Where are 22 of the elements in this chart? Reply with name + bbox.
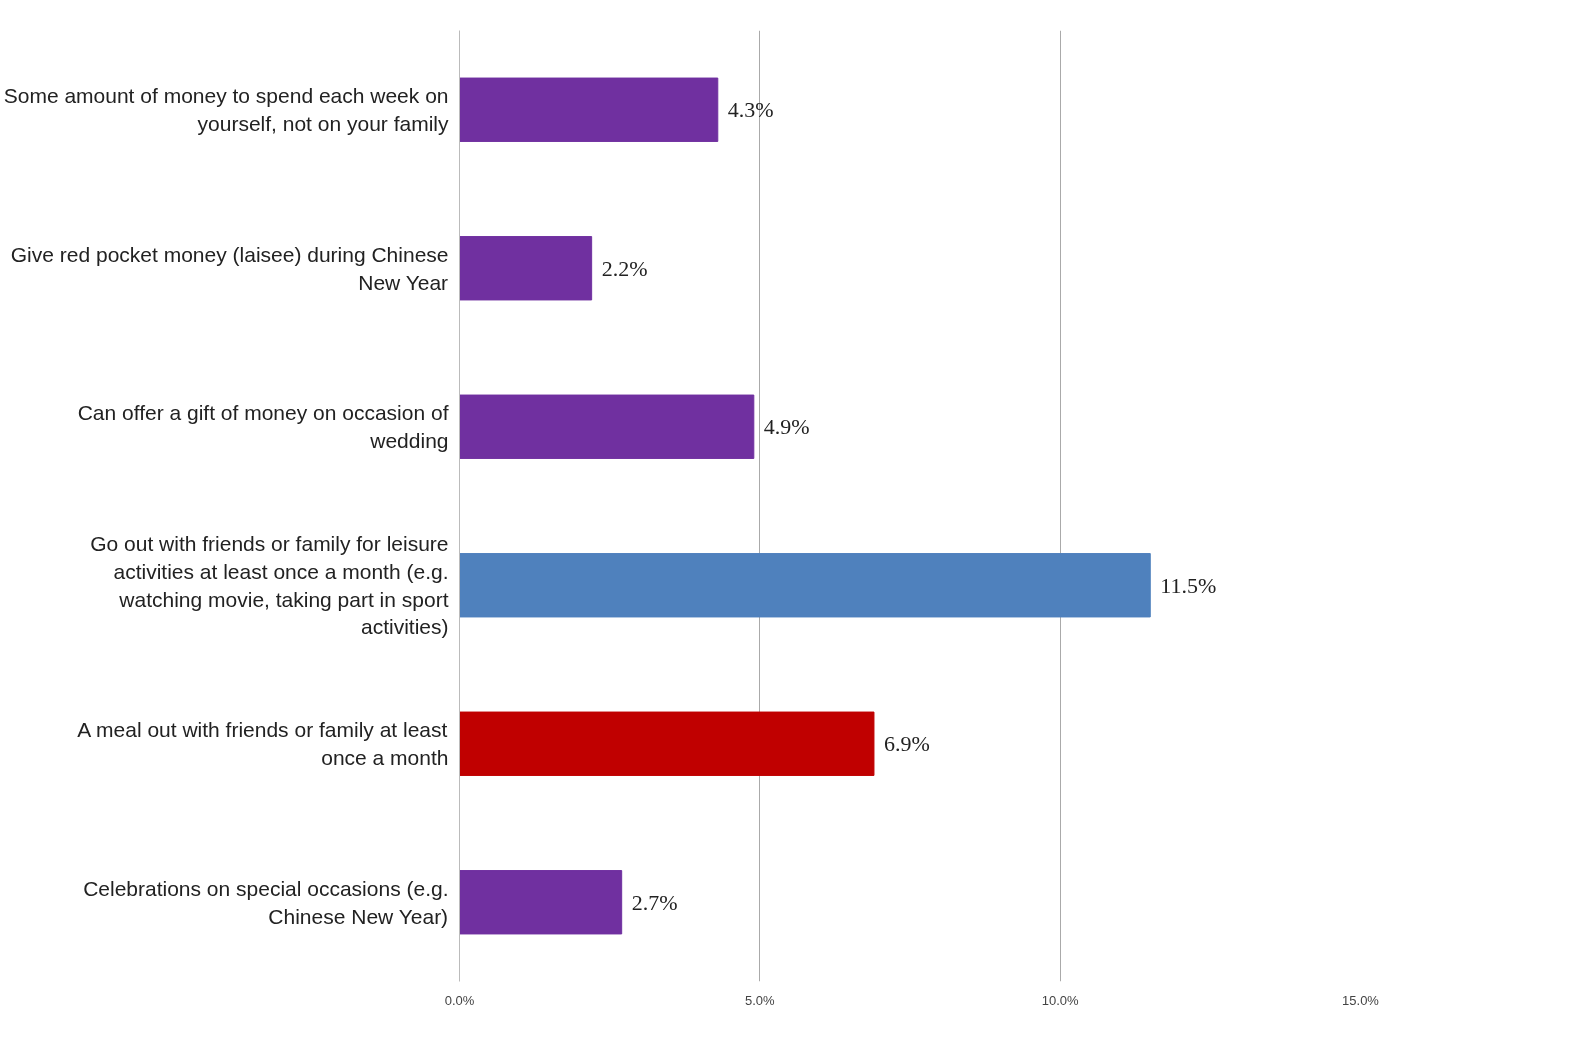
y-tick-label: Celebrations on special occasions (e.g. Chinese New Year)	[83, 876, 449, 928]
x-tick-label: 0.0%	[444, 992, 475, 1008]
bar	[459, 711, 875, 776]
x-tick-label: 15.0%	[1342, 992, 1380, 1008]
data-label: 6.9%	[883, 731, 930, 757]
y-tick-label: Some amount of money to spend each week on yourself, not on your family	[3, 84, 449, 136]
y-tick-label: A meal out with friends or family at least once a month	[77, 718, 449, 770]
data-label: 4.9%	[763, 414, 810, 440]
data-label: 2.2%	[601, 255, 648, 281]
data-label: 11.5%	[1160, 572, 1217, 598]
data-label: 4.3%	[727, 97, 774, 123]
y-tick-label: Go out with friends or family for leisure activities at least once a month (e.g. watching movie, taking part in sport activities)	[90, 532, 449, 639]
data-label: 2.7%	[631, 889, 678, 915]
bar	[459, 553, 1151, 618]
bar	[459, 870, 623, 935]
y-tick-label: Can offer a gift of money on occasion of wedding	[77, 401, 449, 453]
bar	[459, 236, 593, 301]
bar	[459, 394, 755, 459]
y-tick-label: Give red pocket money (laisee) during Chinese New Year	[10, 242, 449, 294]
x-tick-label: 10.0%	[1041, 992, 1080, 1008]
bar	[459, 77, 719, 142]
x-tick-label: 5.0%	[745, 992, 776, 1008]
